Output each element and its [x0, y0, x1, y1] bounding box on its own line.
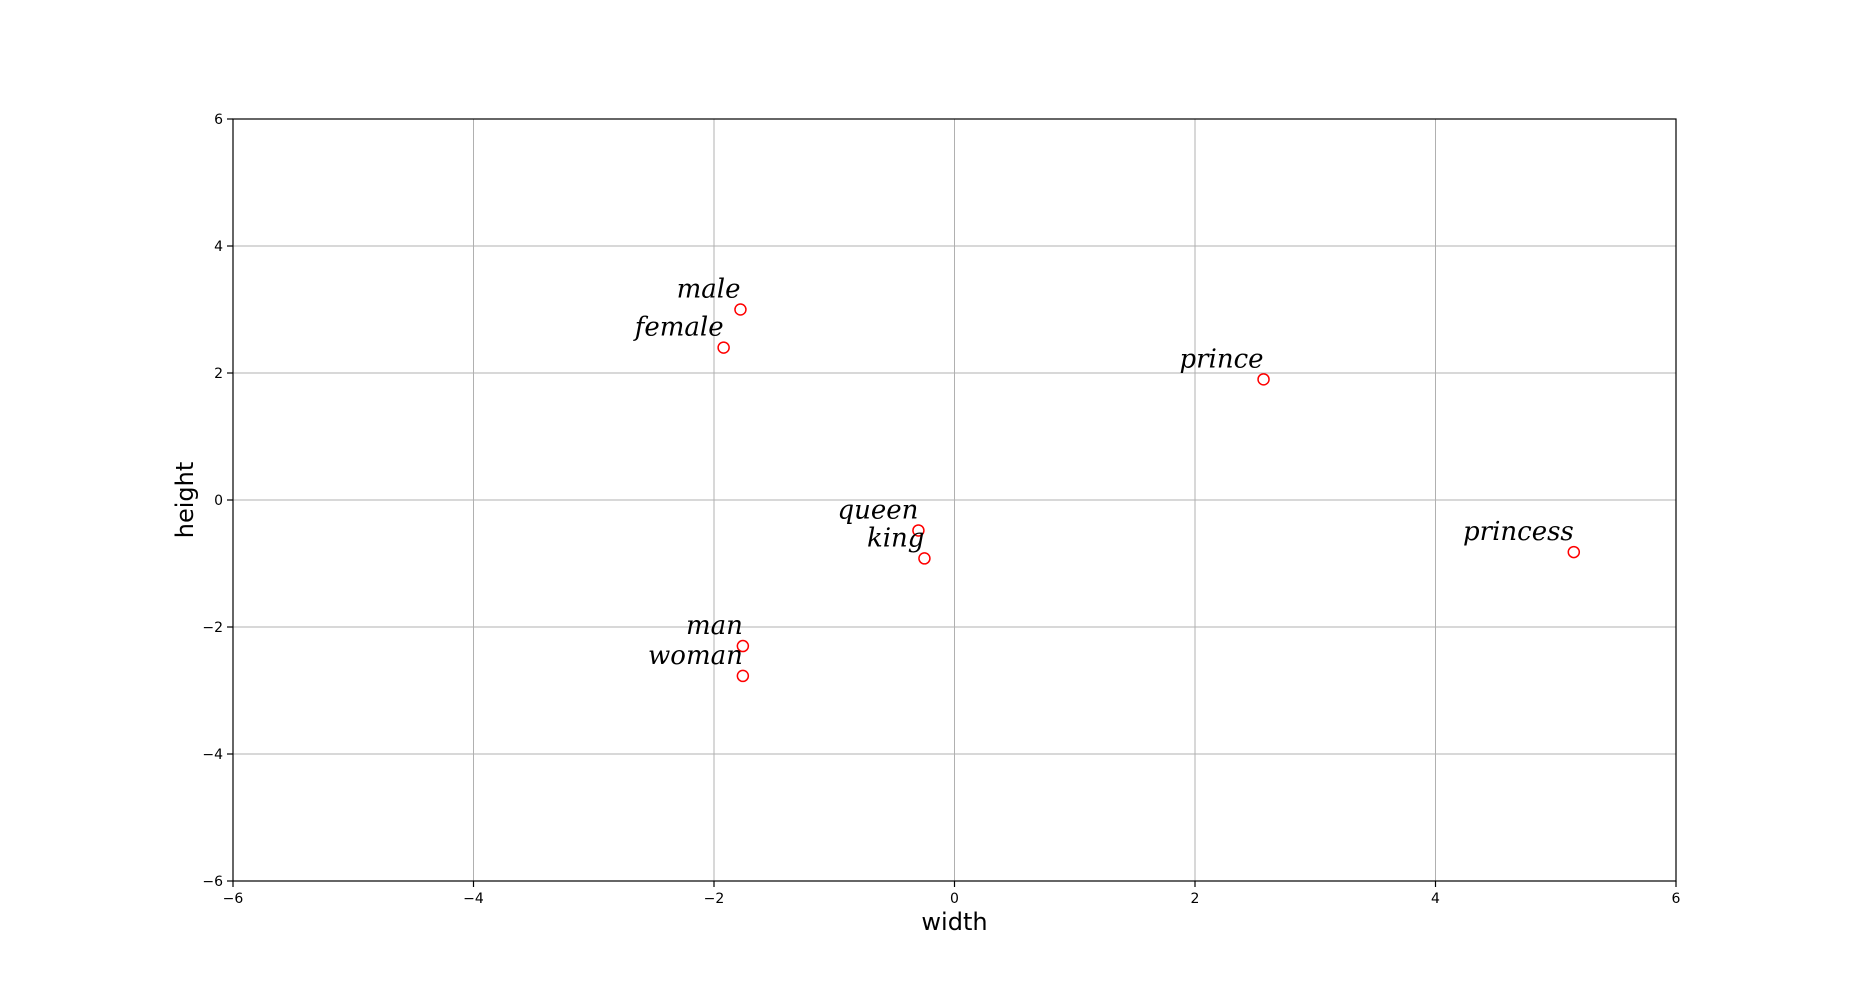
data-point-male	[734, 303, 747, 316]
point-label-man: man	[686, 611, 743, 641]
grid-lines	[232, 118, 1677, 882]
y-tick-label: 2	[214, 366, 223, 382]
x-tick-label: −2	[704, 891, 725, 907]
y-tick-label: 6	[214, 112, 223, 128]
y-axis-label: height	[171, 462, 199, 539]
data-point-female	[717, 341, 730, 354]
point-label-queen: queen	[838, 495, 919, 525]
x-tick-label: −4	[463, 891, 484, 907]
data-point-king	[918, 552, 931, 565]
x-tick-label: 4	[1431, 891, 1440, 907]
x-tick-label: −6	[223, 891, 244, 907]
x-tick-label: 0	[950, 891, 959, 907]
point-label-woman: woman	[648, 641, 743, 671]
data-point-princess	[1567, 545, 1581, 559]
data-point-queen	[912, 524, 925, 537]
x-tick-label: 6	[1672, 891, 1681, 907]
y-tick-label: 0	[214, 493, 223, 509]
point-label-male: male	[677, 275, 741, 305]
x-tick-label: 2	[1191, 891, 1200, 907]
data-point-prince	[1257, 373, 1270, 386]
plot-frame	[232, 118, 1677, 882]
axis-ticks: −6 −4 −2 0 2 4 6 −6 −4 −2 0 2 4 6	[202, 112, 1680, 907]
data-point-man	[736, 639, 750, 653]
point-label-princess: princess	[1463, 517, 1574, 547]
y-tick-label: −4	[202, 747, 223, 763]
point-label-female: female	[633, 313, 724, 343]
y-tick-label: −6	[202, 874, 223, 890]
y-tick-label: −2	[202, 620, 223, 636]
x-axis-label: width	[921, 908, 987, 936]
point-label-prince: prince	[1179, 344, 1263, 374]
data-point-woman	[736, 669, 750, 683]
point-label-king: king	[867, 523, 924, 553]
y-tick-label: 4	[214, 239, 223, 255]
